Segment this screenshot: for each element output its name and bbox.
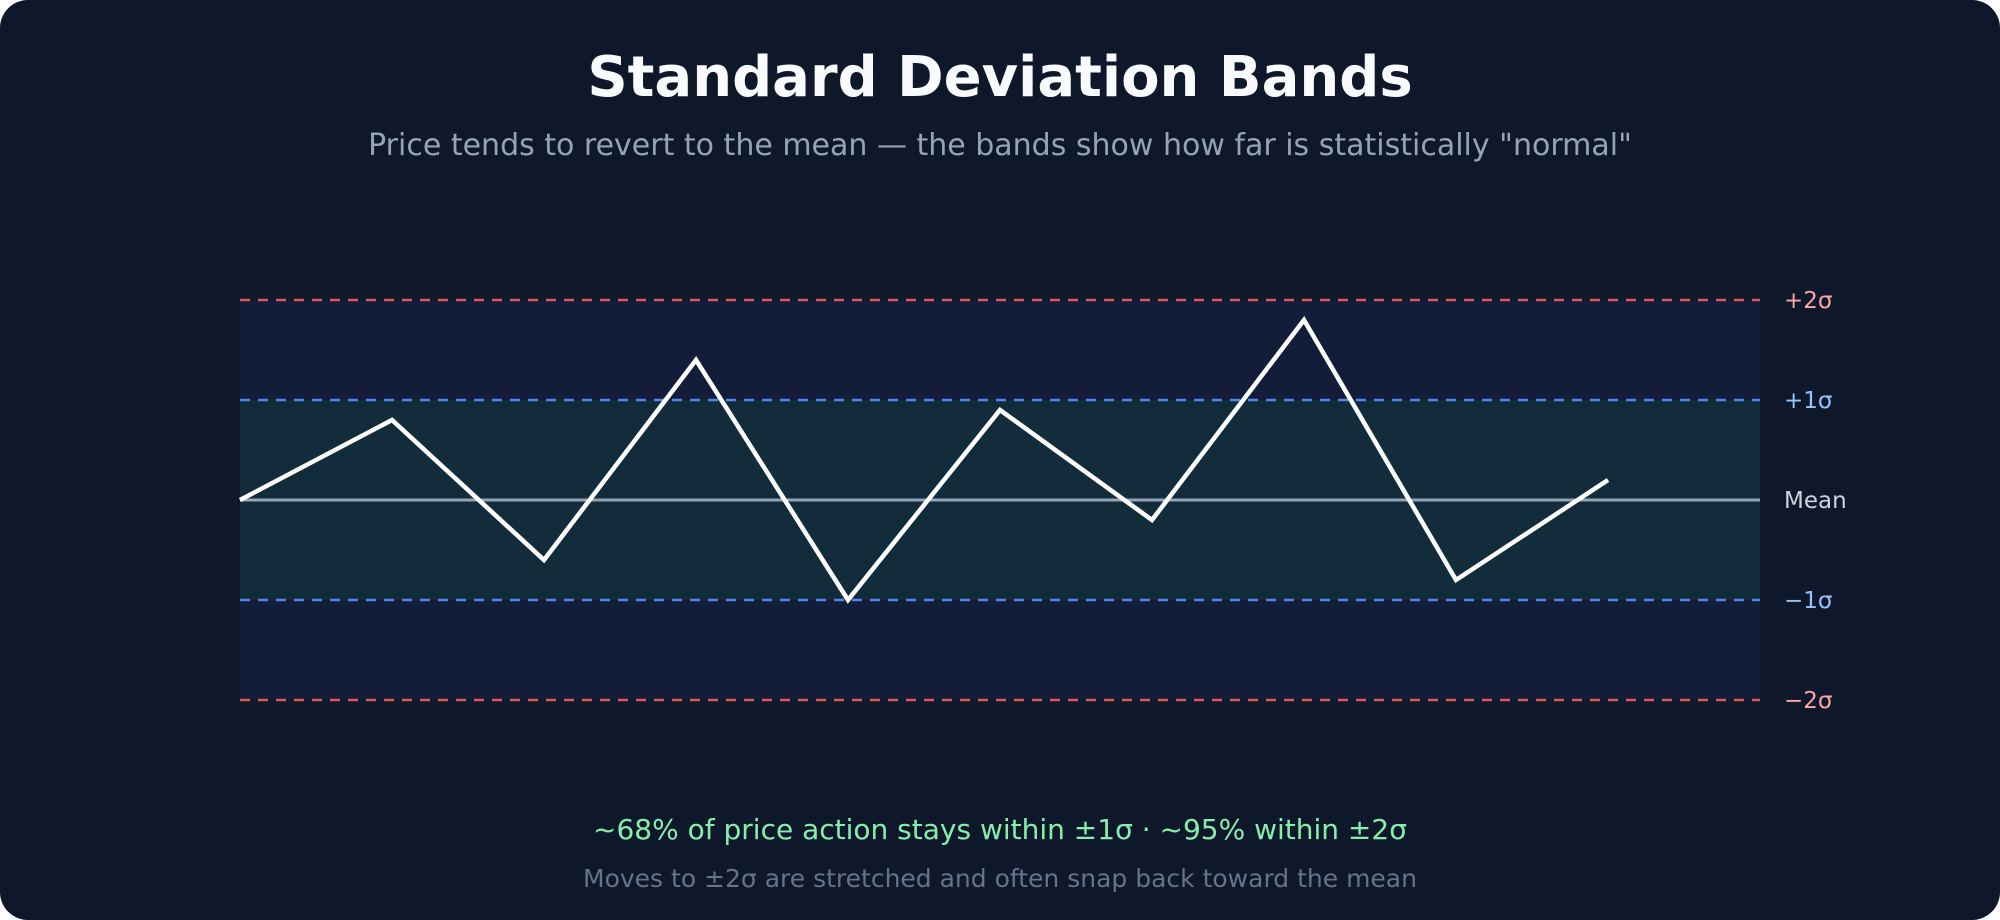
price-series-line [238, 315, 1610, 604]
footnote-secondary: Moves to ±2σ are stretched and often sna… [583, 864, 1417, 893]
plus-1-sigma-label: +1σ [1784, 388, 1832, 414]
minus-2-sigma-label: −2σ [1784, 688, 1832, 714]
mean-label: Mean [1784, 488, 1847, 514]
chart-title: Standard Deviation Bands [587, 45, 1413, 110]
chart-subtitle: Price tends to revert to the mean — the … [368, 128, 1632, 163]
minus-1-sigma-label: −1σ [1784, 588, 1832, 614]
footnote-primary: ~68% of price action stays within ±1σ · … [593, 813, 1407, 846]
plus-2-sigma-label: +2σ [1784, 288, 1832, 314]
